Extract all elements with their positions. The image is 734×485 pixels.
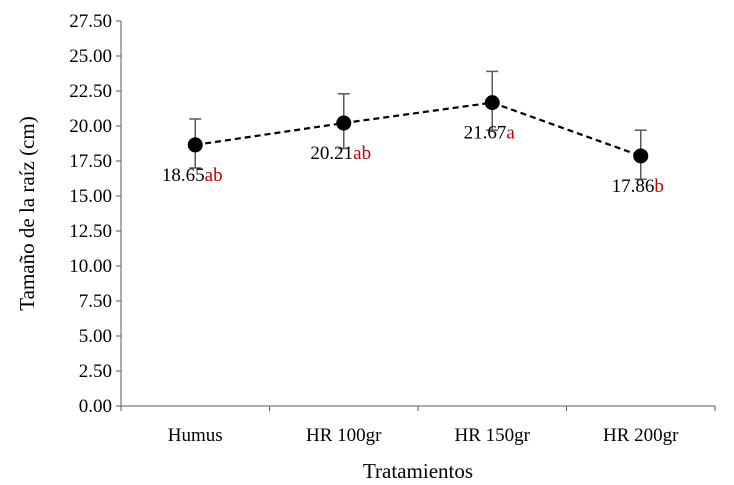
- y-tick-label: 25.00: [69, 46, 112, 67]
- data-label: 20.21ab: [310, 143, 371, 164]
- data-label: 18.65ab: [162, 165, 223, 186]
- x-tick-label: Humus: [168, 425, 223, 446]
- y-tick-label: 17.50: [69, 151, 112, 172]
- series-line: [195, 101, 642, 157]
- y-tick-label: 27.50: [69, 11, 112, 32]
- data-point: [187, 137, 203, 153]
- error-bars: [189, 70, 647, 180]
- data-label-letter: ab: [353, 143, 371, 164]
- x-axis-ticks: Humus HR 100gr HR 150gr HR 200gr: [120, 406, 716, 446]
- x-tick-label: HR 100gr: [306, 425, 382, 446]
- y-tick-label: 0.00: [79, 396, 112, 417]
- data-label-value: 20.21: [310, 143, 353, 164]
- data-label-value: 17.86: [612, 176, 655, 197]
- y-tick-label: 7.50: [79, 291, 112, 312]
- y-tick-label: 2.50: [79, 361, 112, 382]
- data-label-letter: ab: [205, 165, 223, 186]
- y-tick-label: 20.00: [69, 116, 112, 137]
- data-label-letter: a: [506, 123, 515, 144]
- y-axis-ticks: 0.00 2.50 5.00 7.50 10.00 12.50 15.00 17.50 20.0…: [69, 11, 121, 417]
- data-label: 17.86b: [612, 176, 664, 197]
- data-label-value: 21.67: [464, 123, 507, 144]
- data-point: [484, 95, 500, 111]
- y-tick-label: 10.00: [69, 256, 112, 277]
- x-tick-label: HR 200gr: [603, 425, 679, 446]
- data-label-letter: b: [654, 176, 664, 197]
- y-tick-label: 22.50: [69, 81, 112, 102]
- data-point: [633, 148, 649, 164]
- data-markers: [187, 95, 649, 164]
- x-tick-label: HR 150gr: [455, 425, 531, 446]
- data-label-value: 18.65: [162, 165, 205, 186]
- data-label: 21.67a: [464, 123, 516, 144]
- y-tick-label: 15.00: [69, 186, 112, 207]
- data-point: [336, 115, 352, 131]
- y-tick-label: 5.00: [79, 326, 112, 347]
- y-axis-title: Tamaño de la raíz (cm): [15, 116, 39, 310]
- x-axis-title: Tratamientos: [363, 459, 473, 483]
- y-tick-label: 12.50: [69, 221, 112, 242]
